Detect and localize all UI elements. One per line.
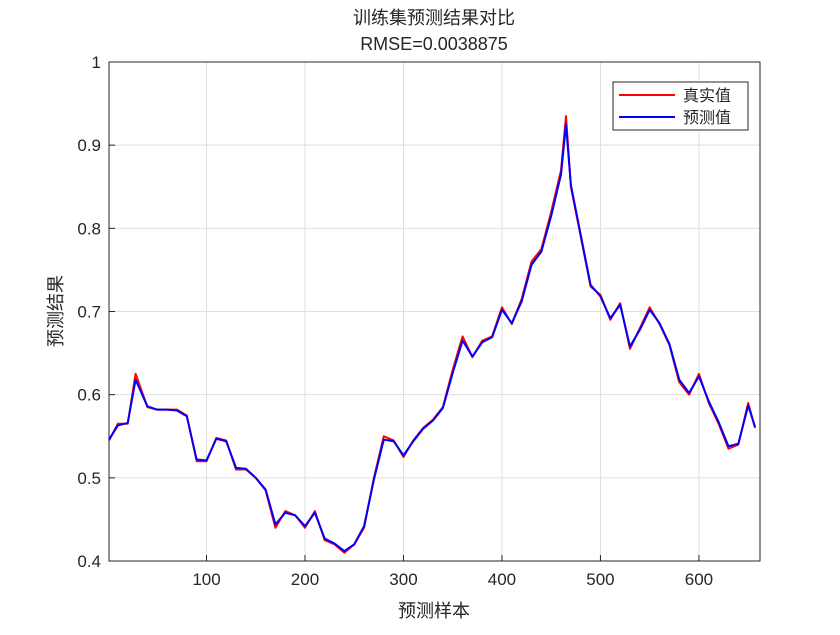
y-tick-label: 0.8 [77, 219, 101, 238]
x-tick-label: 500 [586, 570, 614, 589]
x-tick-label: 100 [192, 570, 220, 589]
y-tick-label: 0.5 [77, 469, 101, 488]
x-tick-label: 600 [685, 570, 713, 589]
chart-title: 训练集预测结果对比 [353, 8, 515, 28]
data-line [108, 123, 757, 553]
x-axis-label: 预测样本 [398, 601, 470, 621]
chart-subtitle: RMSE=0.0038875 [360, 34, 508, 54]
legend-label: 真实值 [683, 87, 731, 105]
y-axis-label: 预测结果 [46, 275, 66, 347]
y-tick-label: 0.7 [77, 303, 101, 322]
y-tick-label: 0.6 [77, 386, 101, 405]
y-tick-label: 0.9 [77, 136, 101, 155]
y-tick-label: 1 [92, 53, 101, 72]
plot-frame [108, 61, 761, 562]
x-tick-label: 300 [389, 570, 417, 589]
legend-box [612, 81, 749, 131]
legend-label: 预测值 [683, 109, 731, 127]
y-tick-label: 0.4 [77, 552, 101, 571]
x-tick-label: 400 [488, 570, 516, 589]
x-tick-label: 200 [291, 570, 319, 589]
